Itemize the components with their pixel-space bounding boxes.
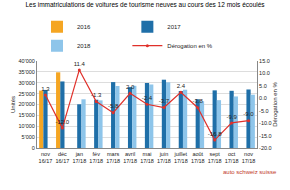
svg-text:juin17/18: juin17/18 (157, 151, 171, 164)
svg-text:-12.0: -12.0 (56, 119, 70, 125)
svg-text:-5.8: -5.8 (108, 103, 119, 109)
svg-text:mars17/18: mars17/18 (106, 151, 120, 164)
svg-text:-9.9: -9.9 (226, 114, 237, 120)
svg-text:30'000: 30'000 (19, 80, 35, 86)
svg-text:5.0: 5.0 (259, 83, 267, 89)
svg-text:2.4: 2.4 (177, 83, 186, 89)
svg-text:-3.7: -3.7 (159, 98, 170, 104)
svg-text:15'000: 15'000 (19, 112, 35, 118)
svg-text:août17/18: août17/18 (191, 151, 205, 164)
svg-text:avril17/18: avril17/18 (123, 151, 137, 164)
svg-text:2.0: 2.0 (126, 84, 135, 90)
svg-text:10'000: 10'000 (19, 123, 35, 129)
svg-text:Dérogation en %: Dérogation en % (272, 81, 278, 126)
svg-text:-3.8: -3.8 (193, 98, 204, 104)
svg-text:-5.0: -5.0 (259, 108, 268, 114)
svg-text:nov17/18: nov17/18 (242, 151, 256, 164)
svg-text:2016: 2016 (77, 24, 91, 30)
svg-text:jan17/18: jan17/18 (72, 151, 86, 164)
svg-text:25'000: 25'000 (19, 91, 35, 97)
svg-text:-1.3: -1.3 (91, 92, 102, 98)
svg-text:40'000: 40'000 (19, 58, 35, 64)
svg-text:sept17/18: sept17/18 (208, 151, 222, 164)
svg-text:Les immatriculations de voitur: Les immatriculations de voitures de tour… (25, 1, 265, 8)
svg-text:auto schweiz suisse: auto schweiz suisse (223, 169, 277, 175)
svg-text:-9.0: -9.0 (243, 111, 254, 117)
svg-text:Dérogation en %: Dérogation en % (167, 43, 212, 49)
svg-text:fév17/18: fév17/18 (89, 151, 103, 164)
svg-text:-2.4: -2.4 (142, 95, 153, 101)
svg-text:-16.8: -16.8 (208, 131, 222, 137)
svg-text:-10.0: -10.0 (259, 120, 272, 126)
svg-text:-20.0: -20.0 (259, 145, 272, 151)
svg-text:0.0: 0.0 (259, 95, 267, 101)
svg-text:5'000: 5'000 (22, 134, 35, 140)
svg-text:nov16/17: nov16/17 (39, 151, 53, 164)
svg-text:-15.0: -15.0 (259, 132, 272, 138)
svg-text:15.0: 15.0 (259, 58, 270, 64)
svg-text:mai17/18: mai17/18 (140, 151, 154, 164)
svg-text:oct17/18: oct17/18 (225, 151, 239, 164)
svg-text:déc16/17: déc16/17 (55, 151, 69, 164)
svg-text:2018: 2018 (77, 43, 91, 49)
svg-text:Unités: Unités (10, 96, 16, 113)
svg-text:20'000: 20'000 (19, 101, 35, 107)
svg-text:0: 0 (32, 145, 35, 151)
svg-text:juillet17/18: juillet17/18 (174, 151, 188, 164)
svg-text:11.4: 11.4 (74, 61, 86, 67)
svg-text:35'000: 35'000 (19, 69, 35, 75)
svg-text:1.3: 1.3 (41, 86, 50, 92)
svg-text:2017: 2017 (167, 24, 181, 30)
svg-text:10.0: 10.0 (259, 70, 270, 76)
